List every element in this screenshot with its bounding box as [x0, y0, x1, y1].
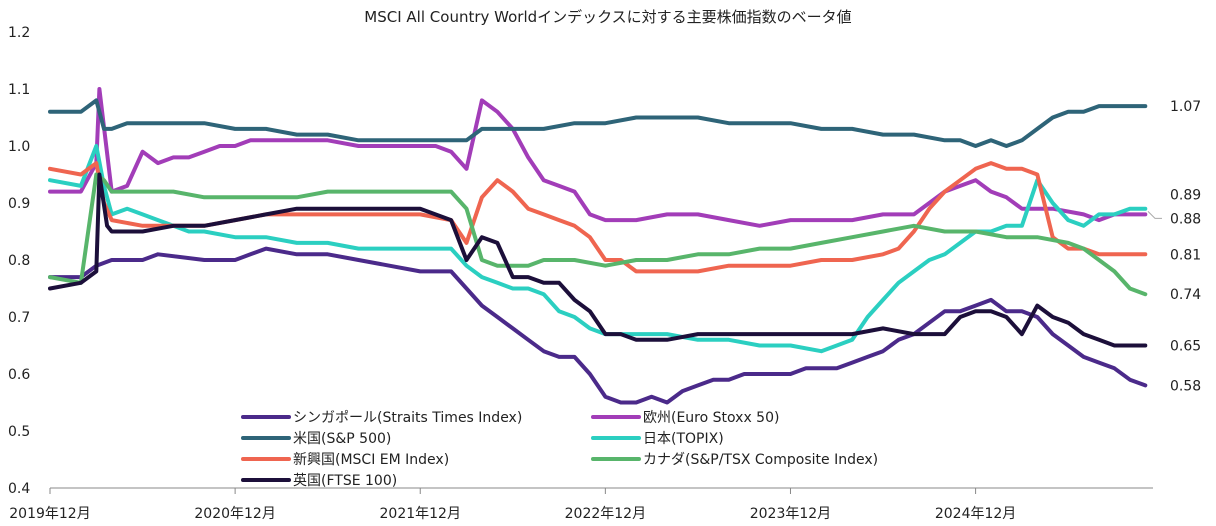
legend-label: 米国(S&P 500) — [293, 431, 391, 447]
x-axis: 2019年12月 2020年12月 2021年12月 2022年12月 2023年12月… — [9, 487, 1153, 522]
legend-label: 英国(FTSE 100) — [293, 472, 397, 489]
end-labels: 0.58 0.88 1.07 0.89 0.81 0.74 0.65 — [1147, 99, 1201, 394]
legend-label: カナダ(S&P/TSX Composite Index) — [643, 452, 878, 468]
y-tick-label: 0.9 — [8, 196, 30, 212]
y-tick-label: 0.4 — [8, 481, 30, 497]
legend-label: 欧州(Euro Stoxx 50) — [643, 410, 779, 426]
x-tick-label: 2020年12月 — [194, 506, 275, 522]
end-label: 0.89 — [1170, 188, 1201, 204]
x-tick-label: 2021年12月 — [380, 506, 461, 522]
x-tick-label: 2023年12月 — [750, 506, 831, 522]
y-tick-label: 1.0 — [8, 139, 30, 155]
series-line-1 — [48, 87, 1148, 228]
legend-label: 日本(TOPIX) — [643, 431, 724, 447]
y-tick-label: 0.7 — [8, 310, 30, 326]
y-tick-label: 1.2 — [8, 25, 30, 41]
end-label: 0.65 — [1170, 339, 1201, 355]
x-tick-label: 2019年12月 — [9, 506, 90, 522]
end-label: 0.58 — [1170, 378, 1201, 394]
legend-label: シンガポール(Straits Times Index) — [293, 410, 522, 426]
end-label-leader — [1147, 211, 1162, 219]
chart-title: MSCI All Country Worldインデックスに対する主要株価指数のベ… — [364, 8, 851, 26]
legend: シンガポール(Straits Times Index) 欧州(Euro Stoxx… — [241, 410, 878, 489]
y-axis-ticks: 1.2 1.1 1.0 0.9 0.8 0.7 0.6 0.5 0.4 — [8, 25, 30, 497]
end-label: 0.74 — [1170, 287, 1201, 303]
series-line-2 — [48, 98, 1148, 148]
series-line-5 — [48, 172, 1148, 297]
series-lines — [48, 87, 1148, 405]
x-tick-label: 2024年12月 — [935, 506, 1016, 522]
end-label: 1.07 — [1170, 99, 1201, 115]
y-tick-label: 0.8 — [8, 253, 30, 269]
end-label: 0.81 — [1170, 247, 1201, 263]
series-line-6 — [48, 172, 1148, 348]
y-tick-label: 0.6 — [8, 367, 30, 383]
series-line-0 — [48, 246, 1148, 405]
legend-label: 新興国(MSCI EM Index) — [293, 452, 449, 468]
y-tick-label: 1.1 — [8, 82, 30, 98]
end-label: 0.88 — [1170, 211, 1201, 227]
x-tick-label: 2022年12月 — [565, 506, 646, 522]
y-tick-label: 0.5 — [8, 424, 30, 440]
